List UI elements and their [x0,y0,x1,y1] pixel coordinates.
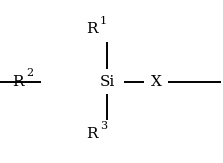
Text: 3: 3 [100,120,107,131]
Text: R: R [12,74,24,89]
Text: 1: 1 [100,16,107,26]
Text: R: R [86,22,97,36]
Text: Si: Si [99,74,115,89]
Text: X: X [151,74,161,89]
Text: R: R [86,127,97,141]
Text: 2: 2 [27,68,34,78]
